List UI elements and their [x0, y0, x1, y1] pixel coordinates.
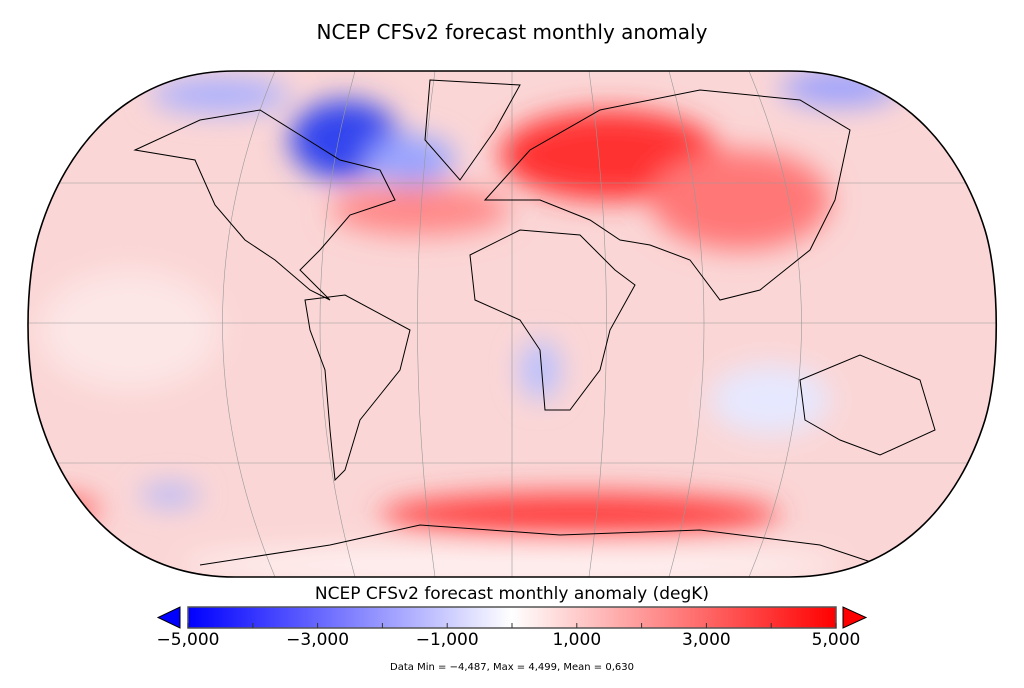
coastlines — [133, 79, 936, 566]
anomaly-atlantic-warm — [330, 185, 510, 235]
anomaly-pacific-neutral — [40, 270, 220, 390]
colorbar-tick-label: 3,000 — [682, 630, 731, 650]
colorbar-extend-high — [842, 606, 868, 629]
colorbar-tick-label: −5,000 — [156, 630, 220, 650]
anomaly-arctic-cold-east — [780, 71, 900, 106]
colorbar-tick-label: −3,000 — [286, 630, 350, 650]
colorbar-label: NCEP CFSv2 forecast monthly anomaly (deg… — [314, 584, 710, 604]
colorbar — [156, 606, 868, 629]
map-title: NCEP CFSv2 forecast monthly anomaly — [316, 20, 708, 44]
anomaly-siberia-warm — [650, 150, 830, 250]
anomaly-africa-cold — [520, 340, 560, 400]
colorbar-tick-label: 1,000 — [552, 630, 602, 650]
data-stats: Data Min = −4,487, Max = 4,499, Mean = 0… — [390, 662, 634, 673]
anomaly-sw-atlantic-cold — [140, 485, 200, 505]
colorbar-tick-label: 5,000 — [811, 630, 861, 650]
anomaly-southern-ocean-warm — [380, 493, 780, 537]
colorbar-tick-label: −1,000 — [415, 630, 479, 650]
anomaly-greenland-cold — [365, 135, 455, 185]
anomaly-arctic-cold — [150, 77, 290, 113]
graticule — [28, 71, 997, 577]
colorbar-extend-low — [156, 606, 181, 629]
anomaly-field — [28, 71, 997, 577]
